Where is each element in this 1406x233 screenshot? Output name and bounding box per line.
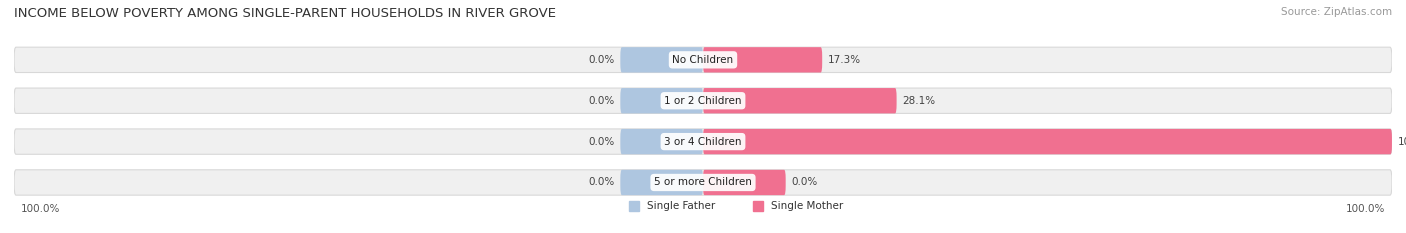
Text: Source: ZipAtlas.com: Source: ZipAtlas.com [1281, 7, 1392, 17]
Text: 0.0%: 0.0% [589, 55, 614, 65]
Text: 0.0%: 0.0% [589, 178, 614, 188]
Text: 100.0%: 100.0% [1398, 137, 1406, 147]
FancyBboxPatch shape [14, 88, 1392, 113]
Text: 0.0%: 0.0% [589, 137, 614, 147]
Text: Single Mother: Single Mother [770, 201, 842, 211]
Text: 100.0%: 100.0% [21, 204, 60, 214]
FancyBboxPatch shape [703, 47, 823, 72]
Text: 0.0%: 0.0% [792, 178, 817, 188]
FancyBboxPatch shape [620, 88, 703, 113]
FancyBboxPatch shape [620, 129, 703, 154]
Text: 100.0%: 100.0% [1346, 204, 1385, 214]
Text: Single Father: Single Father [647, 201, 714, 211]
Text: INCOME BELOW POVERTY AMONG SINGLE-PARENT HOUSEHOLDS IN RIVER GROVE: INCOME BELOW POVERTY AMONG SINGLE-PARENT… [14, 7, 555, 20]
FancyBboxPatch shape [14, 47, 1392, 72]
FancyBboxPatch shape [14, 170, 1392, 195]
Text: 1 or 2 Children: 1 or 2 Children [664, 96, 742, 106]
FancyBboxPatch shape [620, 170, 703, 195]
Text: 28.1%: 28.1% [903, 96, 935, 106]
Text: 0.0%: 0.0% [589, 96, 614, 106]
Text: 17.3%: 17.3% [828, 55, 860, 65]
Text: 3 or 4 Children: 3 or 4 Children [664, 137, 742, 147]
FancyBboxPatch shape [14, 129, 1392, 154]
FancyBboxPatch shape [703, 88, 897, 113]
Text: 5 or more Children: 5 or more Children [654, 178, 752, 188]
FancyBboxPatch shape [703, 170, 786, 195]
Text: No Children: No Children [672, 55, 734, 65]
FancyBboxPatch shape [703, 129, 1392, 154]
FancyBboxPatch shape [620, 47, 703, 72]
